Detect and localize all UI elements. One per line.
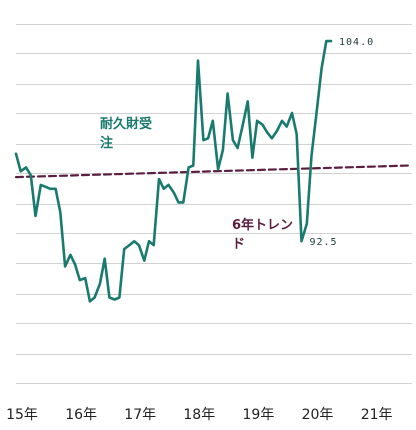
x-tick-label-5: 20年 [302,407,334,423]
durable-series-line [14,39,333,303]
x-tick-label-3: 18年 [183,407,215,423]
x-tick-label-0: 15年 [6,407,38,423]
durable-series-label-line-0: 耐久財受 [100,116,152,132]
data-label-0: 104.0 [339,37,374,48]
x-tick-label-1: 16年 [65,407,97,423]
data-label-layer: 104.0 92.5 [309,37,374,248]
gridlines [16,24,412,384]
data-label-1: 92.5 [309,237,337,248]
trend-series-line [14,164,412,179]
x-tick-label-4: 19年 [243,407,275,423]
x-tick-label-2: 17年 [124,407,156,423]
trend-series-label-line-0: 6年トレン [232,217,293,233]
x-axis-ticks: 15年 16年 17年 18年 19年 20年 21年 [6,407,392,423]
series-layer [14,39,412,303]
durable-series-label-line-1: 注 [100,135,113,151]
trend-series-label-line-1: ド [232,237,245,252]
x-tick-label-6: 21年 [361,407,393,423]
